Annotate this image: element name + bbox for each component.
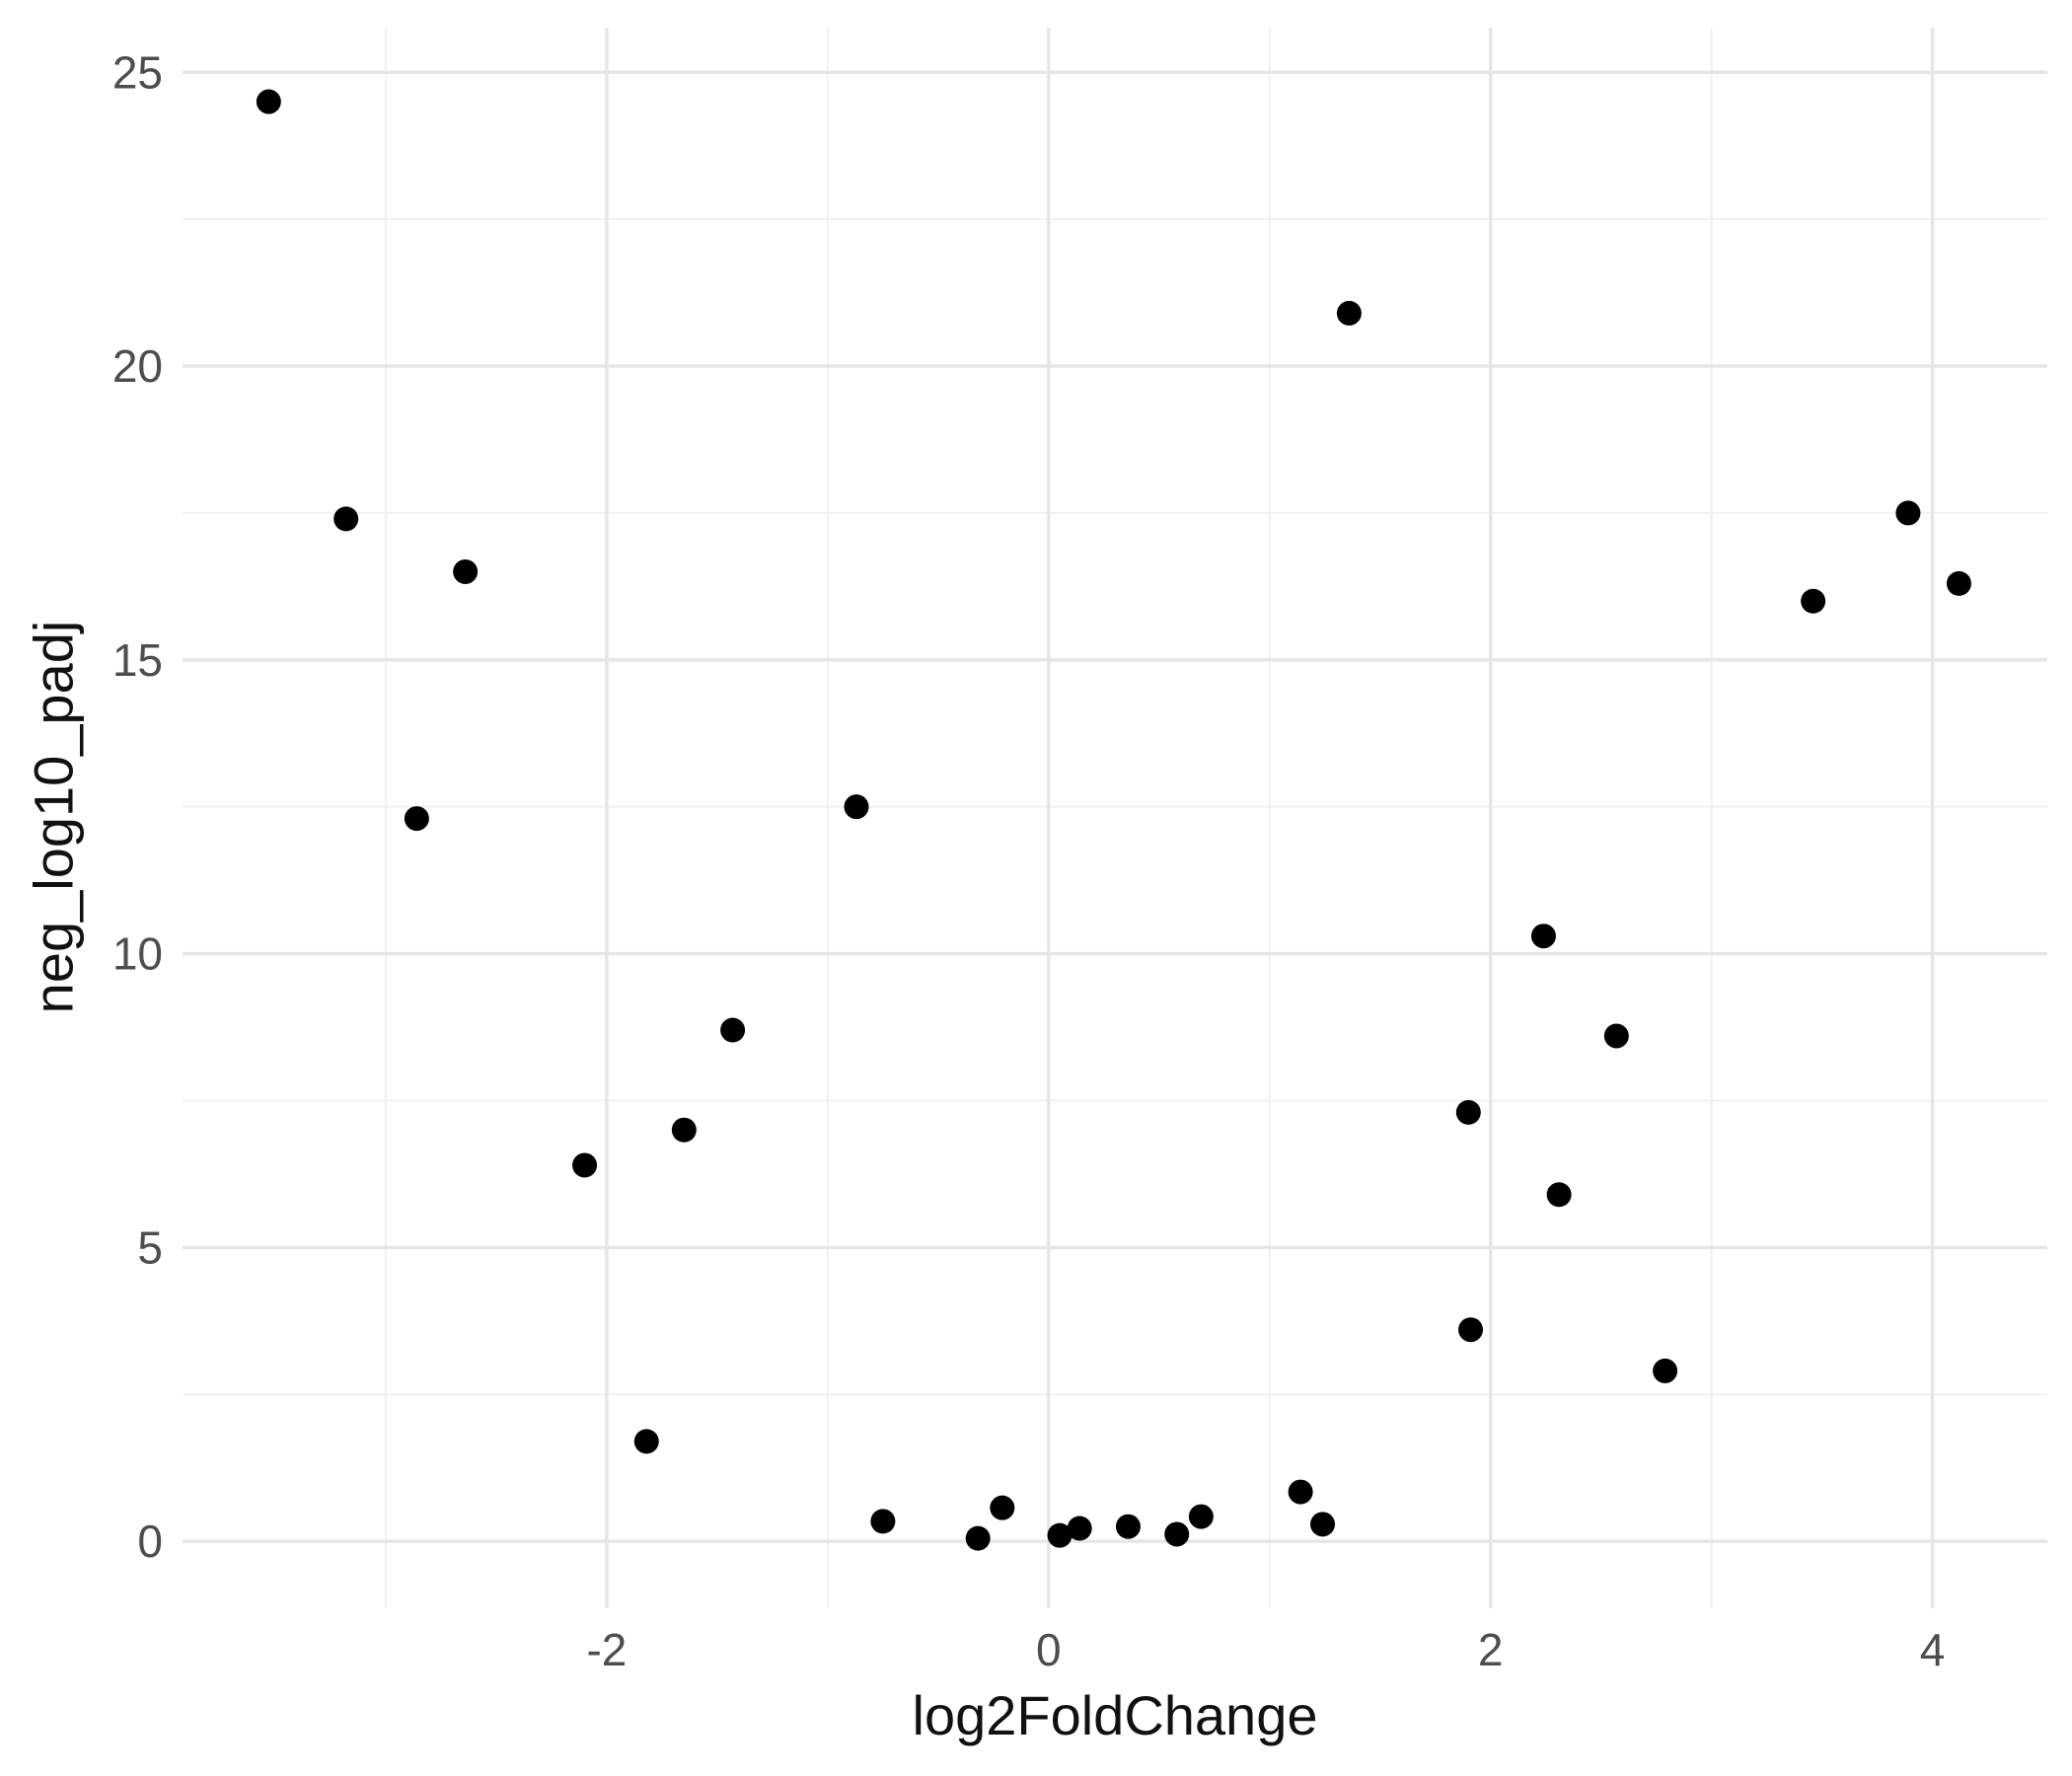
data-point (1946, 570, 1971, 596)
x-tick-label: 0 (1036, 1624, 1062, 1675)
data-point (1336, 300, 1362, 326)
y-tick-label: 15 (112, 634, 163, 686)
x-tick-label: 2 (1478, 1624, 1504, 1675)
data-point (256, 89, 281, 114)
data-point (870, 1509, 896, 1534)
data-point (1164, 1521, 1190, 1547)
data-point (671, 1117, 697, 1143)
data-point (1530, 924, 1556, 949)
data-point (1801, 588, 1826, 614)
data-point (633, 1429, 659, 1454)
data-point (1546, 1182, 1572, 1208)
data-point (453, 558, 479, 584)
data-point (1047, 1522, 1073, 1548)
data-point (1188, 1504, 1214, 1529)
data-point (990, 1495, 1015, 1520)
data-point (333, 506, 359, 532)
x-axis-title: log2FoldChange (912, 1684, 1318, 1746)
data-point (1067, 1516, 1092, 1541)
y-axis-title: neg_log10_padj (22, 620, 85, 1014)
y-tick-label: 20 (112, 340, 163, 392)
data-point (720, 1017, 746, 1043)
data-point (1309, 1512, 1335, 1537)
data-point (1653, 1358, 1678, 1383)
data-point (965, 1525, 991, 1551)
data-point (1603, 1023, 1629, 1049)
x-tick-label: 4 (1920, 1624, 1946, 1675)
x-tick-label: -2 (586, 1624, 627, 1675)
data-point (1288, 1479, 1313, 1505)
y-tick-label: 0 (137, 1516, 163, 1567)
data-point (1458, 1317, 1484, 1343)
y-tick-label: 5 (137, 1221, 163, 1273)
data-point (572, 1152, 598, 1178)
y-tick-label: 10 (112, 928, 163, 980)
data-point (404, 806, 429, 832)
data-point (844, 794, 869, 820)
data-point (1115, 1514, 1141, 1539)
data-point (1455, 1099, 1481, 1125)
y-tick-label: 25 (112, 46, 163, 98)
data-point (1895, 500, 1921, 526)
